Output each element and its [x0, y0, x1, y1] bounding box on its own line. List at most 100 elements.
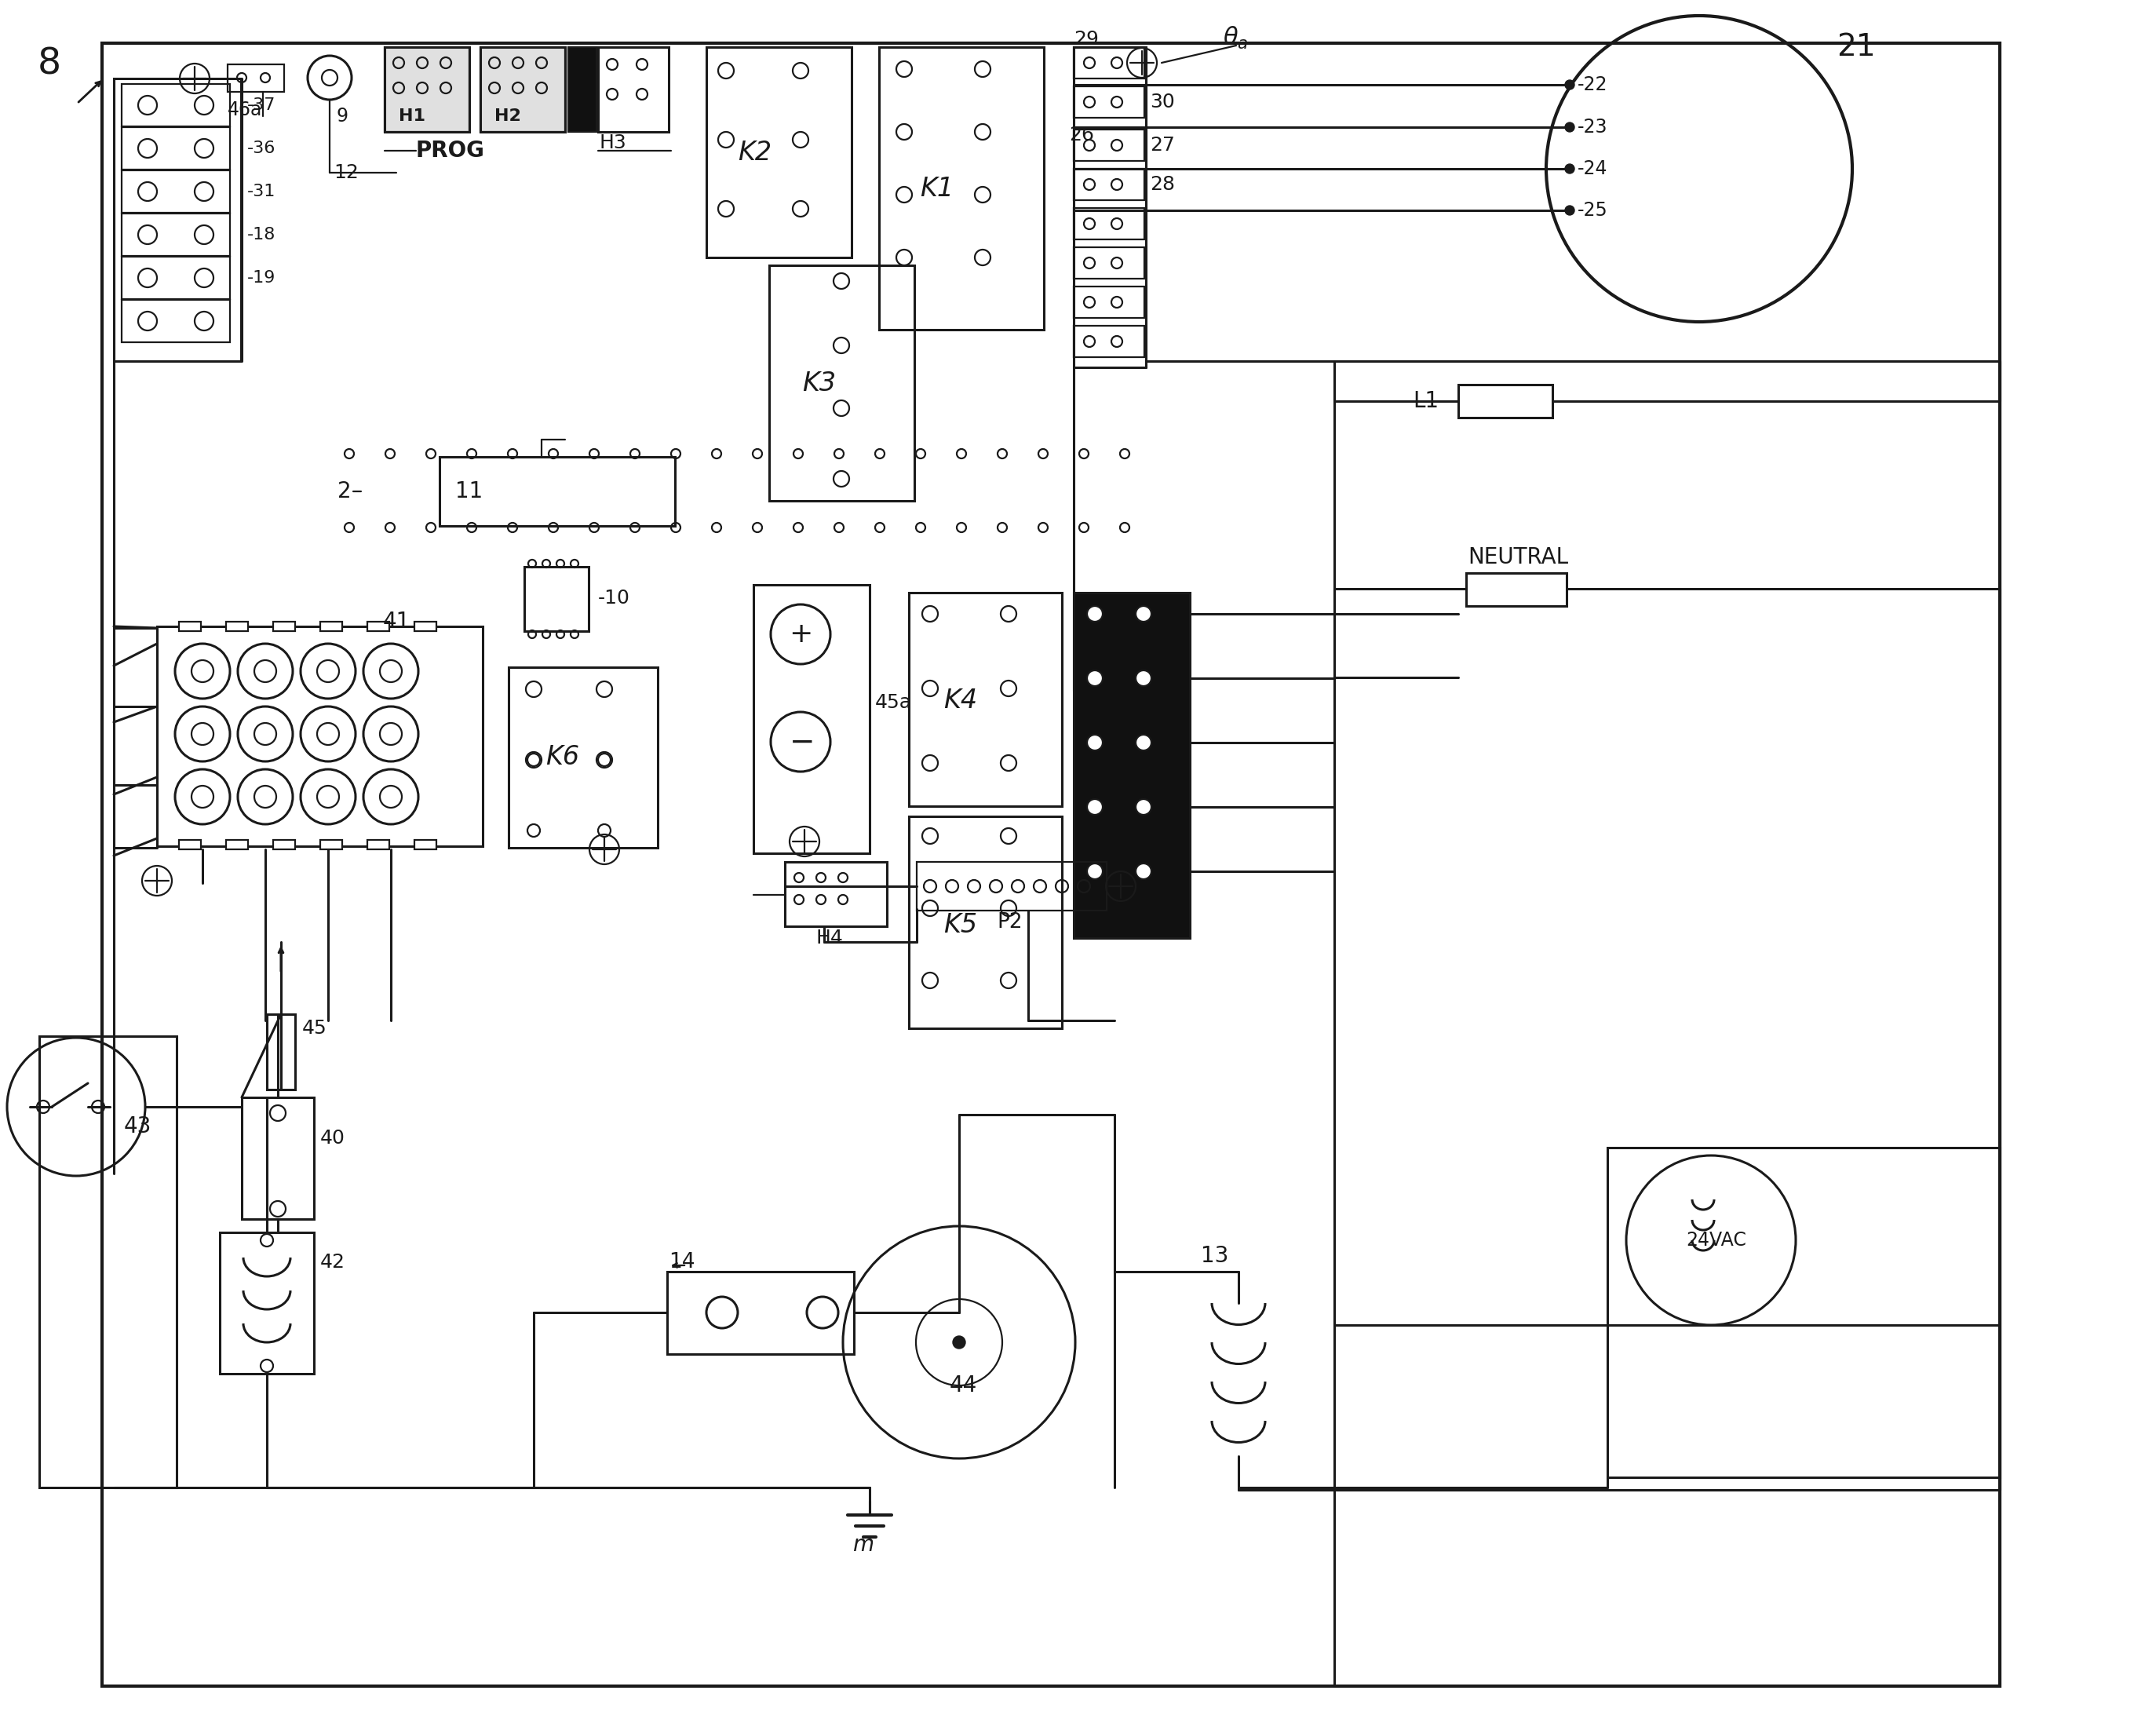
- Text: $\mathit{m}$: $\mathit{m}$: [852, 1535, 873, 1555]
- Bar: [916, 862, 1106, 910]
- Circle shape: [1565, 80, 1574, 90]
- Bar: [880, 47, 1044, 329]
- Text: 9: 9: [336, 108, 347, 125]
- Circle shape: [1565, 123, 1574, 132]
- Bar: [1074, 168, 1145, 199]
- Bar: [1074, 87, 1145, 118]
- Text: 29: 29: [1074, 29, 1100, 49]
- Text: $\theta_a$: $\theta_a$: [1222, 24, 1248, 50]
- Text: -24: -24: [1578, 160, 1608, 179]
- Text: H2: H2: [494, 108, 522, 125]
- Bar: [481, 47, 565, 132]
- Bar: [481, 47, 565, 132]
- Bar: [121, 127, 231, 170]
- Bar: [226, 839, 248, 850]
- Bar: [666, 1271, 854, 1354]
- Text: 13: 13: [1201, 1245, 1229, 1268]
- Bar: [440, 456, 675, 525]
- Bar: [1457, 385, 1552, 418]
- Text: K1: K1: [921, 175, 953, 201]
- Bar: [220, 1233, 315, 1373]
- Text: +: +: [789, 621, 813, 647]
- Bar: [114, 78, 241, 361]
- Bar: [910, 593, 1063, 806]
- Bar: [121, 170, 231, 213]
- Bar: [524, 567, 589, 631]
- Text: 45a: 45a: [875, 694, 912, 713]
- Bar: [321, 839, 343, 850]
- Circle shape: [1136, 735, 1151, 751]
- Circle shape: [1136, 671, 1151, 687]
- Text: P2: P2: [996, 912, 1022, 933]
- Bar: [226, 623, 248, 631]
- Text: -36: -36: [248, 140, 276, 156]
- Text: H4: H4: [817, 929, 843, 947]
- Bar: [179, 839, 201, 850]
- Circle shape: [1136, 799, 1151, 815]
- Text: 46a: 46a: [229, 101, 263, 120]
- Bar: [367, 623, 390, 631]
- Text: -25: -25: [1578, 201, 1608, 220]
- Bar: [752, 584, 869, 853]
- Text: -37: -37: [248, 97, 276, 113]
- Bar: [179, 623, 201, 631]
- Circle shape: [1565, 206, 1574, 215]
- Text: K4: K4: [944, 687, 977, 713]
- Bar: [597, 47, 668, 132]
- Bar: [1608, 1148, 2001, 1477]
- Text: -22: -22: [1578, 75, 1608, 94]
- Text: -10: -10: [597, 590, 630, 607]
- Text: 44: 44: [949, 1375, 977, 1396]
- Bar: [1074, 286, 1145, 317]
- Bar: [910, 817, 1063, 1028]
- Bar: [569, 47, 597, 132]
- Circle shape: [1136, 605, 1151, 623]
- Text: 2: 2: [338, 480, 351, 503]
- Bar: [121, 83, 231, 127]
- Text: 45: 45: [302, 1020, 328, 1037]
- Bar: [267, 1014, 295, 1089]
- Text: 27: 27: [1149, 135, 1175, 154]
- Bar: [321, 623, 343, 631]
- Text: L1: L1: [1412, 390, 1438, 413]
- Bar: [1074, 208, 1145, 239]
- Text: 40: 40: [321, 1129, 345, 1148]
- Text: K5: K5: [944, 912, 977, 938]
- Text: -19: -19: [248, 271, 276, 286]
- Text: 21: 21: [1837, 33, 1876, 62]
- Text: H3: H3: [599, 134, 627, 153]
- Text: 30: 30: [1149, 92, 1175, 111]
- Text: $-$: $-$: [789, 727, 813, 756]
- Text: NEUTRAL: NEUTRAL: [1468, 546, 1567, 569]
- Bar: [1074, 130, 1145, 161]
- Circle shape: [1087, 605, 1102, 623]
- Bar: [121, 213, 231, 257]
- Bar: [121, 300, 231, 342]
- Text: H1: H1: [399, 108, 425, 125]
- Bar: [384, 47, 470, 132]
- Bar: [367, 839, 390, 850]
- Text: -23: -23: [1578, 118, 1608, 137]
- Text: K2: K2: [737, 140, 772, 166]
- Text: K6: K6: [545, 744, 580, 770]
- Circle shape: [1087, 735, 1102, 751]
- Text: -31: -31: [248, 184, 276, 199]
- Bar: [1074, 47, 1145, 78]
- Text: 28: 28: [1149, 175, 1175, 194]
- Bar: [1074, 593, 1190, 938]
- Bar: [39, 1037, 177, 1488]
- Bar: [274, 623, 295, 631]
- Bar: [509, 668, 658, 848]
- Circle shape: [1087, 864, 1102, 879]
- Text: 14: 14: [668, 1252, 694, 1273]
- Text: -18: -18: [248, 227, 276, 243]
- Circle shape: [1136, 864, 1151, 879]
- Circle shape: [1565, 165, 1574, 173]
- Circle shape: [1087, 671, 1102, 687]
- Bar: [1074, 326, 1145, 357]
- Circle shape: [953, 1335, 966, 1349]
- Text: 26: 26: [1069, 125, 1093, 144]
- Text: 12: 12: [334, 163, 358, 182]
- Bar: [707, 47, 852, 257]
- Bar: [414, 839, 436, 850]
